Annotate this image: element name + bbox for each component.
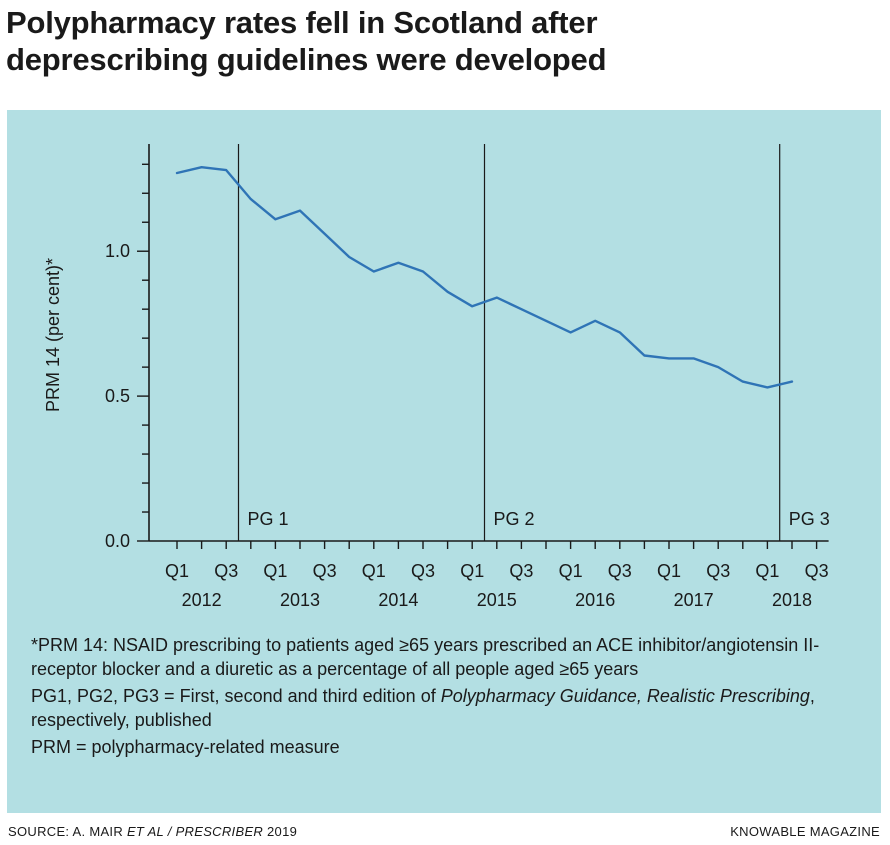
data-point [471,305,474,308]
source-credit: SOURCE: A. MAIR ET AL / PRESCRIBER 2019 [8,824,297,839]
data-point [594,319,597,322]
data-point [422,270,424,273]
source-prefix: SOURCE: A. MAIR [8,824,127,839]
x-tick-label-year: 2015 [477,590,517,610]
data-point [692,357,695,360]
data-point [323,232,326,235]
event-label-3: PG 3 [789,509,830,529]
footnotes: *PRM 14: NSAID prescribing to patients a… [31,633,861,762]
data-point [397,261,400,264]
event-label-1: PG 1 [248,509,289,529]
x-tick-label-quarter: Q1 [263,561,287,581]
data-point [299,209,301,212]
y-tick-label: 1.0 [105,241,130,261]
x-tick-label-quarter: Q3 [411,561,435,581]
data-point [668,357,670,360]
footnote-pg-prefix: PG1, PG2, PG3 = First, second and third … [31,686,441,706]
chart-panel: 0.0 0.5 1.0 PRM 14 (per cent)* Q1 Q3 Q1 Q3 Q1 Q3 Q… [7,110,881,813]
data-point [545,319,547,322]
data-point [643,354,646,357]
x-tick-label-year: 2016 [575,590,615,610]
data-point [741,380,744,383]
footnote-prm14: *PRM 14: NSAID prescribing to patients a… [31,635,820,679]
x-tick-label-quarter: Q3 [509,561,533,581]
series-line [175,166,794,389]
y-axis-title: PRM 14 (per cent)* [43,258,63,412]
brand-credit: KNOWABLE MAGAZINE [730,824,880,839]
x-tick-label-quarter: Q1 [362,561,386,581]
x-tick-label-quarter: Q3 [313,561,337,581]
data-point [618,331,621,334]
source-suffix: 2019 [263,824,298,839]
data-point [717,366,720,369]
data-point [200,166,203,169]
data-point [791,380,793,383]
data-point [766,386,769,389]
x-tick-label-quarter: Q1 [165,561,189,581]
x-tick-label-quarter: Q3 [805,561,829,581]
y-tick-label: 0.0 [105,531,130,551]
line-chart: 0.0 0.5 1.0 PRM 14 (per cent)* Q1 Q3 Q1 Q3 Q1 Q3 Q… [43,144,830,610]
x-tick-label-quarter: Q3 [608,561,632,581]
footnote-pg: PG1, PG2, PG3 = First, second and third … [31,684,861,732]
x-tick-label-year: 2012 [182,590,222,610]
chart-title-line-1: Polypharmacy rates fell in Scotland afte… [6,5,598,40]
data-point [348,256,351,258]
x-tick-label-quarter: Q1 [755,561,779,581]
x-tick-label-year: 2014 [378,590,418,610]
data-point [372,270,375,273]
x-tick-label-quarter: Q1 [559,561,583,581]
data-point [274,218,277,221]
event-label-2: PG 2 [494,509,535,529]
x-tick-label-quarter: Q1 [657,561,681,581]
x-tick-label-quarter: Q3 [706,561,730,581]
x-tick-label-quarter: Q1 [460,561,484,581]
footnote-prm: PRM = polypharmacy-related measure [31,737,340,757]
chart-title: Polypharmacy rates fell in Scotland afte… [6,4,876,78]
x-tick-label-year: 2017 [674,590,714,610]
data-point [446,290,449,293]
chart-title-line-2: deprescribing guidelines were developed [6,42,607,77]
footnote-pg-title: Polypharmacy Guidance, Realistic Prescri… [440,686,810,706]
x-tick-label-year: 2018 [772,590,812,610]
data-point [569,331,572,334]
footnote-pg-suffix: , respectively, published [31,686,815,730]
x-tick-label-quarter: Q3 [214,561,238,581]
y-tick-label: 0.5 [105,386,130,406]
x-tick-label-year: 2013 [280,590,320,610]
data-point [495,296,498,299]
data-point [225,169,228,171]
data-point [249,198,252,200]
data-point [176,172,178,174]
source-italic: ET AL / PRESCRIBER [126,824,264,839]
data-point [520,308,523,311]
